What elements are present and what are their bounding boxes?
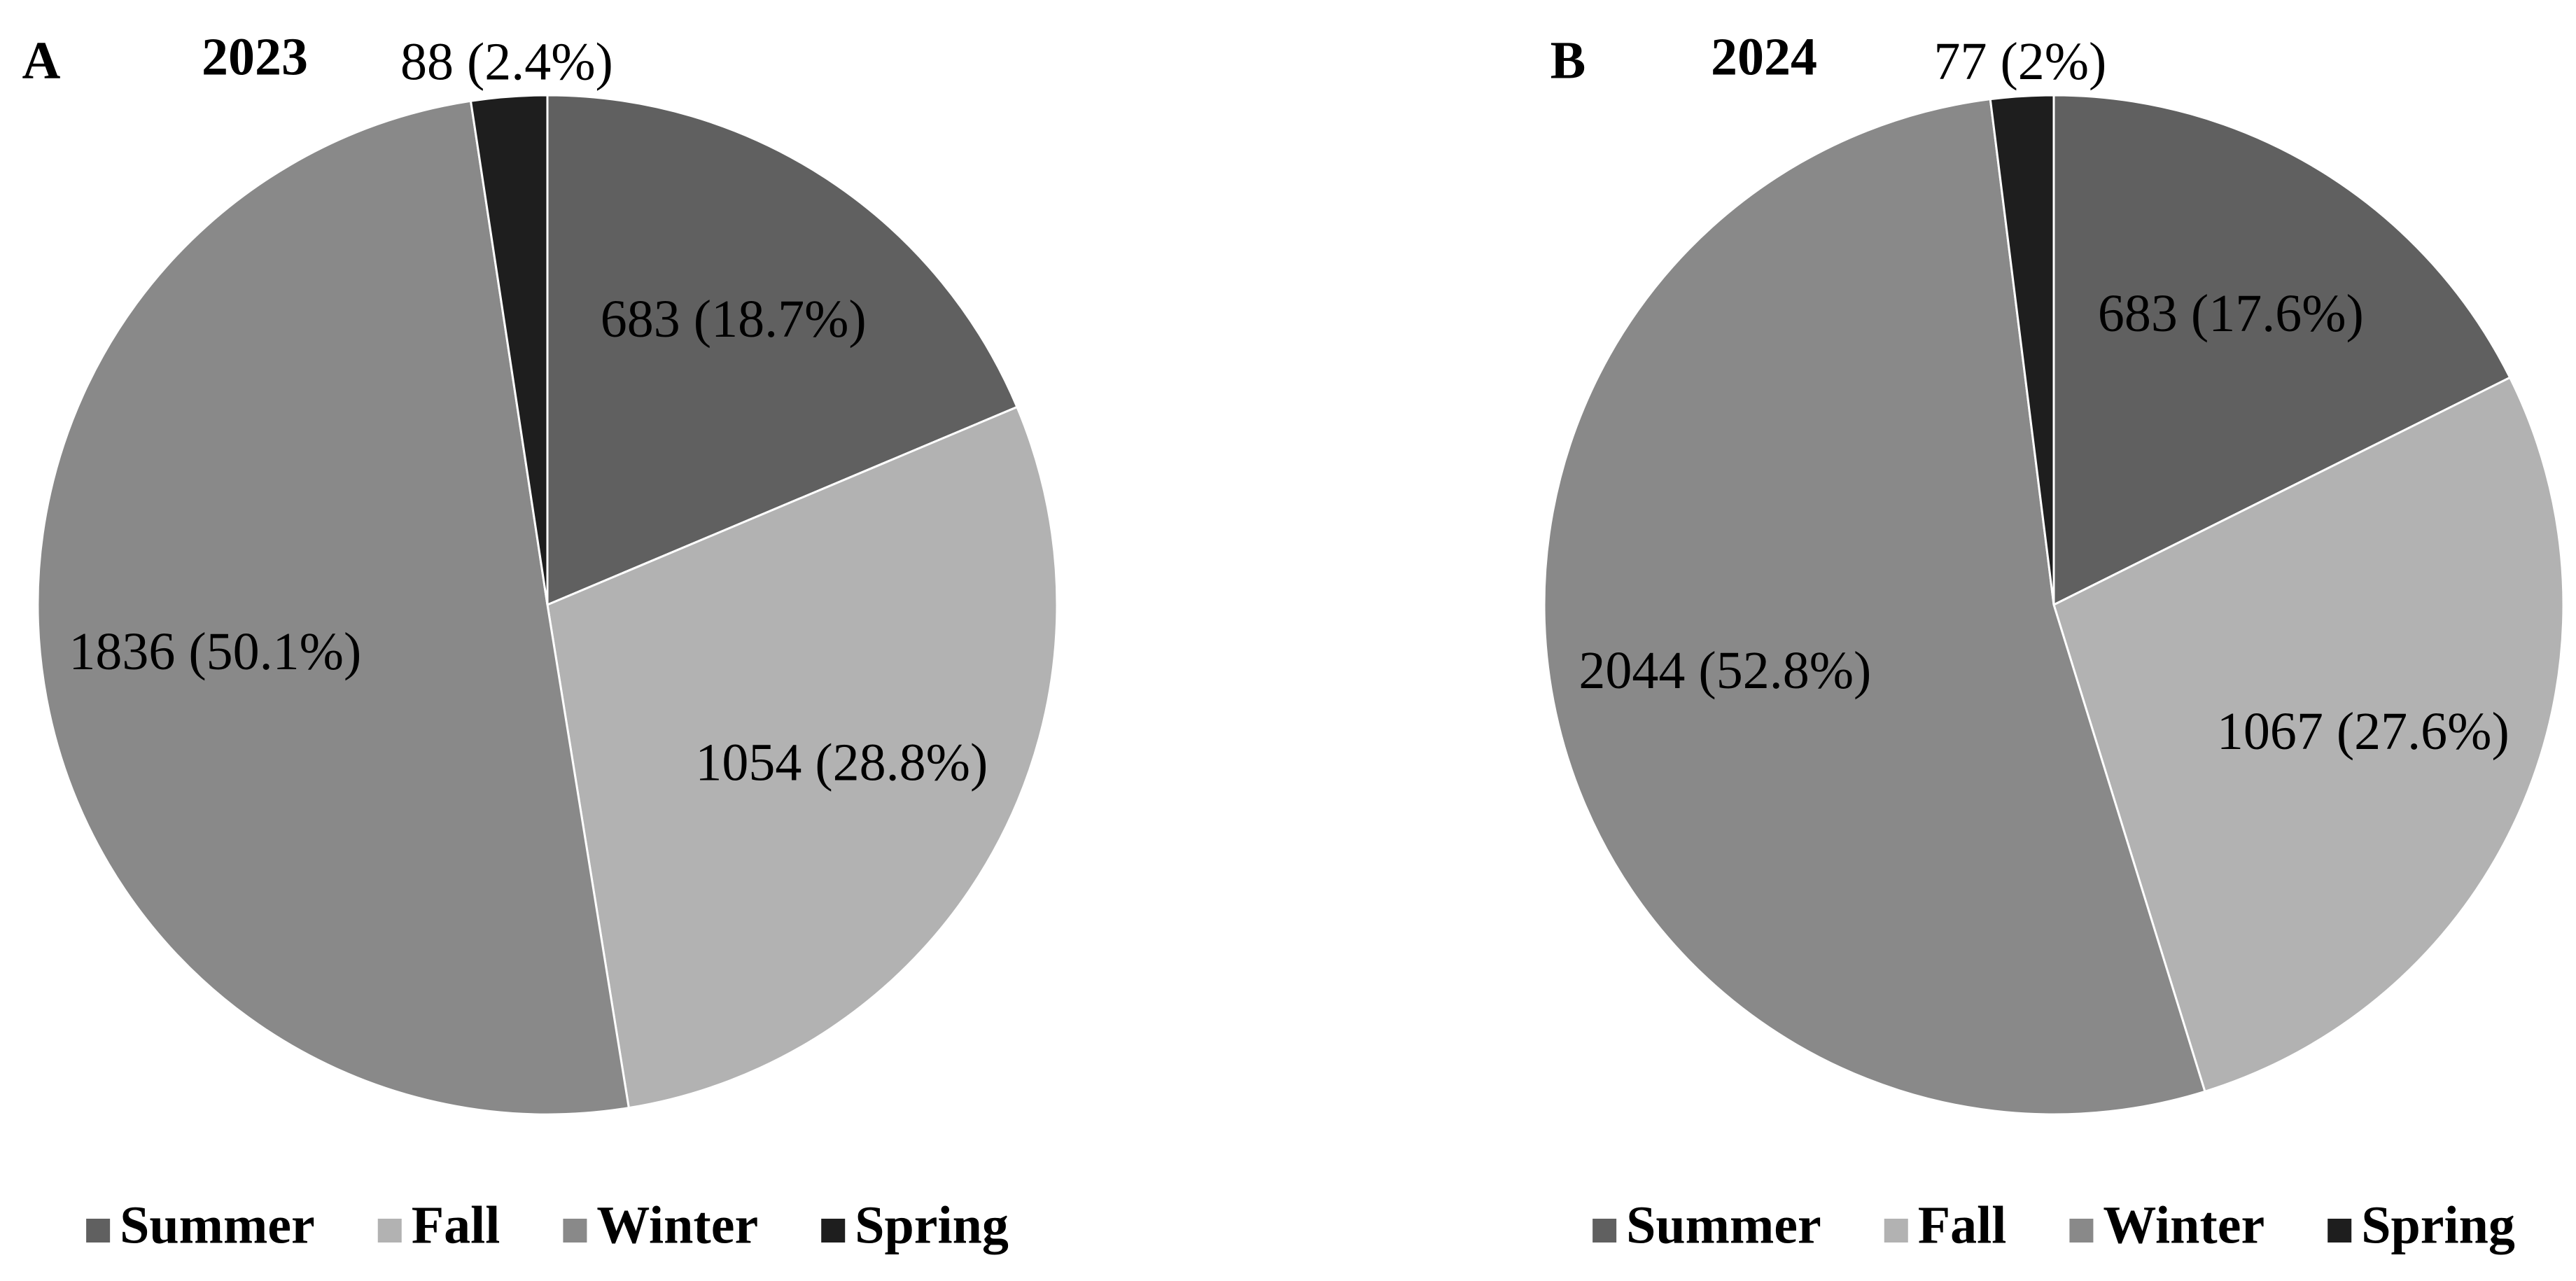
legend-label: Fall — [412, 1196, 500, 1254]
data-label: 2044 (52.8%) — [1578, 641, 1871, 700]
chart-title: 2024 — [1711, 27, 1817, 86]
pie-slice — [546, 405, 1058, 1110]
data-label: 88 (2.4%) — [400, 33, 613, 92]
legend-label: Winter — [596, 1196, 758, 1254]
legend-label: Summer — [1626, 1196, 1821, 1254]
pie-slice — [2052, 376, 2565, 1093]
pie-slice — [2052, 94, 2512, 607]
data-label: 77 (2%) — [1933, 32, 2106, 91]
pie-slice — [1989, 94, 2055, 606]
legend-swatch — [1592, 1219, 1617, 1242]
legend-swatch — [563, 1219, 587, 1242]
data-label: 1054 (28.8%) — [695, 733, 988, 792]
legend-swatch — [377, 1219, 402, 1242]
data-label: 683 (17.6%) — [2098, 284, 2364, 343]
data-label: 1836 (50.1%) — [69, 622, 361, 681]
chart-title: 2023 — [202, 27, 308, 86]
legend-label: Fall — [1918, 1196, 2007, 1254]
pie-slice — [469, 94, 549, 606]
legend-swatch — [86, 1219, 111, 1242]
panel-label: A — [22, 31, 61, 90]
legend-label: Spring — [2361, 1196, 2515, 1254]
legend-swatch — [2328, 1219, 2352, 1242]
pie-slice — [1543, 98, 2206, 1116]
pie-slice — [36, 99, 631, 1116]
legend-label: Winter — [2103, 1196, 2264, 1254]
data-label: 1067 (27.6%) — [2217, 702, 2510, 761]
data-label: 683 (18.7%) — [601, 290, 867, 349]
legend-label: Spring — [855, 1196, 1009, 1254]
legend-swatch — [821, 1219, 846, 1242]
panel-label: B — [1550, 31, 1586, 90]
pie-slice — [546, 94, 1018, 607]
legend-label: Summer — [120, 1196, 315, 1254]
legend-swatch — [2069, 1219, 2094, 1242]
legend-swatch — [1884, 1219, 1908, 1242]
